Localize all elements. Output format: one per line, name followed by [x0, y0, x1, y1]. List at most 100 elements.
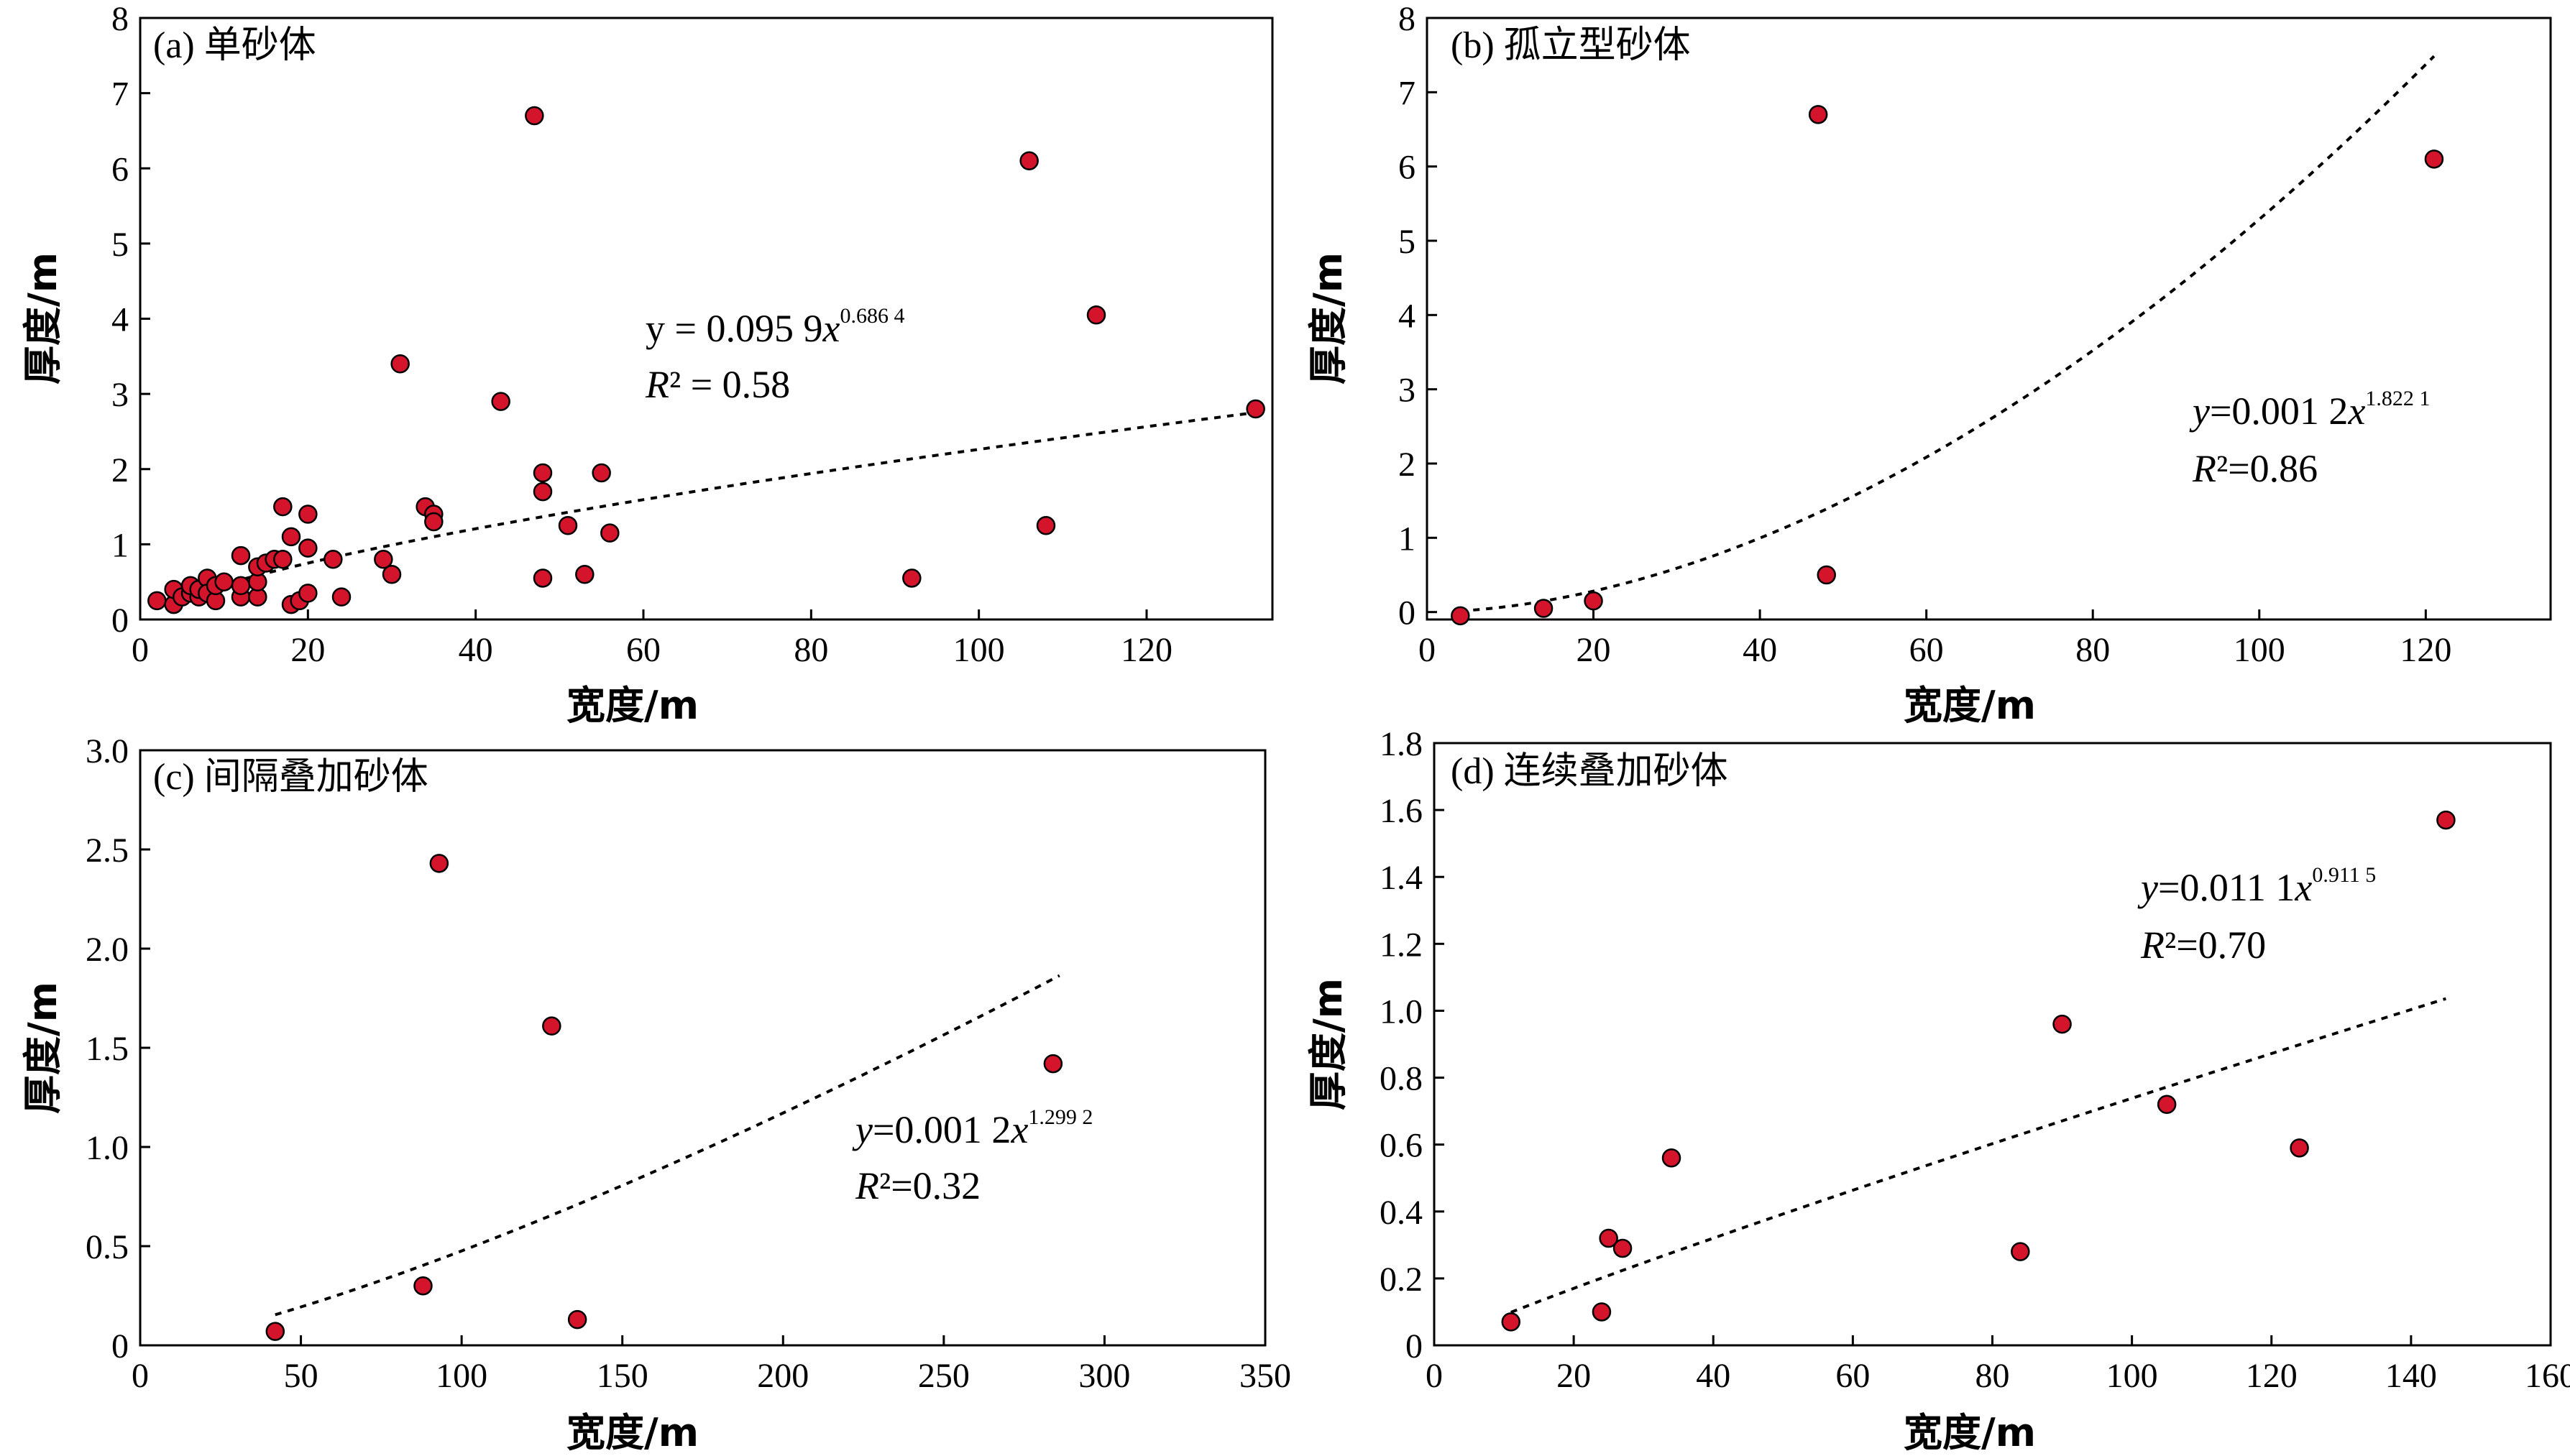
data-point: [542, 1016, 561, 1036]
data-point: [298, 584, 318, 603]
data-point: [298, 504, 318, 524]
plot-frame: [139, 749, 1267, 1347]
plot-frame: [1426, 17, 2552, 621]
y-tick-label: 1.0: [86, 1129, 129, 1167]
data-point: [1584, 591, 1603, 611]
y-tick-label: 2.5: [86, 831, 129, 870]
y-tick-label: 3: [1398, 372, 1415, 410]
y-tick-label: 5: [111, 226, 129, 264]
y-tick-label: 4: [111, 301, 129, 339]
fit-r-squared: R²=0.32: [855, 1164, 981, 1207]
y-axis-label: 厚度/m: [1305, 252, 1351, 384]
x-tick-label: 150: [597, 1357, 648, 1395]
data-point: [1246, 399, 1265, 419]
y-axis-label: 厚度/m: [20, 982, 65, 1114]
data-point: [1599, 1228, 1618, 1248]
x-tick-label: 100: [436, 1357, 487, 1395]
data-point: [374, 550, 393, 569]
x-tick-label: 200: [757, 1357, 809, 1395]
fit-r-squared: R²=0.86: [2192, 447, 2318, 490]
y-tick-label: 1.8: [1380, 725, 1423, 763]
data-point: [390, 354, 410, 374]
y-tick-label: 0.4: [1380, 1194, 1423, 1232]
x-tick-label: 50: [284, 1357, 318, 1395]
fit-curve: [1460, 55, 2436, 613]
x-tick-label: 80: [1975, 1357, 2010, 1395]
data-point: [2424, 149, 2444, 169]
data-point: [592, 463, 611, 483]
fit-equation: y=0.011 1x0.911 5: [2137, 863, 2376, 909]
y-tick-label: 0: [1405, 1327, 1423, 1365]
data-point: [1501, 1312, 1521, 1332]
x-tick-label: 0: [1426, 1357, 1443, 1395]
panel-title: (d) 连续叠加砂体: [1451, 751, 1728, 792]
data-point: [413, 1276, 433, 1296]
x-tick-label: 0: [132, 631, 149, 669]
x-tick-label: 100: [2234, 631, 2285, 669]
fit-equation: y = 0.095 9x0.686 4: [646, 304, 904, 350]
y-tick-label: 1.5: [86, 1030, 129, 1068]
data-point: [1808, 105, 1828, 124]
x-tick-label: 80: [2075, 631, 2110, 669]
data-point: [214, 572, 234, 591]
x-tick-label: 20: [1577, 631, 1611, 669]
x-tick-label: 20: [290, 631, 325, 669]
x-tick-label: 100: [953, 631, 1005, 669]
data-point: [273, 497, 293, 517]
data-point: [533, 463, 553, 483]
y-tick-label: 1: [1398, 520, 1415, 558]
y-tick-label: 2: [111, 451, 129, 489]
y-tick-label: 0.8: [1380, 1060, 1423, 1098]
data-point: [1086, 305, 1106, 325]
data-point: [1661, 1148, 1681, 1168]
x-tick-label: 120: [2246, 1357, 2298, 1395]
y-tick-label: 1.2: [1380, 926, 1423, 964]
y-tick-label: 1: [111, 526, 129, 564]
x-tick-label: 80: [794, 631, 828, 669]
data-point: [2436, 810, 2456, 830]
plot-frame: [1433, 742, 2552, 1347]
x-tick-label: 0: [1418, 631, 1436, 669]
data-point: [902, 568, 922, 588]
data-point: [567, 1309, 587, 1330]
y-tick-label: 5: [1398, 223, 1415, 261]
x-tick-label: 160: [2525, 1357, 2570, 1395]
panel-d: 0 20 40 60 80 100 120 140 160 0 0.2 0.4 0.6 0.8 1.0 1.2…: [1305, 725, 2570, 1455]
data-point: [331, 587, 352, 607]
data-point: [231, 545, 251, 566]
y-tick-label: 1.4: [1380, 859, 1423, 897]
data-point: [525, 106, 544, 126]
panel-title: (b) 孤立型砂体: [1451, 25, 1691, 66]
x-tick-label: 60: [1909, 631, 1944, 669]
x-tick-label: 250: [918, 1357, 970, 1395]
data-point: [281, 527, 301, 547]
fit-curve: [1510, 997, 2446, 1314]
x-tick-label: 40: [1743, 631, 1777, 669]
data-point: [1612, 1238, 1633, 1258]
y-tick-label: 1.0: [1380, 992, 1423, 1031]
y-tick-label: 6: [1398, 149, 1415, 187]
x-tick-label: 350: [1239, 1357, 1291, 1395]
data-point: [2052, 1014, 2072, 1034]
y-tick-label: 0.5: [86, 1228, 129, 1266]
data-point: [533, 568, 553, 588]
data-point: [600, 523, 620, 543]
data-point: [1817, 565, 1836, 585]
x-tick-label: 140: [2385, 1357, 2437, 1395]
data-point: [265, 1322, 285, 1341]
data-point: [1036, 515, 1056, 535]
y-tick-label: 2: [1398, 446, 1415, 484]
y-tick-label: 8: [1398, 0, 1415, 38]
data-point: [231, 576, 251, 596]
y-tick-label: 4: [1398, 297, 1415, 335]
x-tick-label: 300: [1078, 1357, 1130, 1395]
data-point: [1592, 1302, 1612, 1322]
y-tick-label: 3.0: [86, 732, 129, 770]
x-axis-label: 宽度/m: [1904, 683, 2036, 728]
x-tick-label: 40: [459, 631, 493, 669]
x-tick-label: 40: [1696, 1357, 1730, 1395]
fit-curve: [206, 411, 1256, 591]
x-axis-label: 宽度/m: [566, 1410, 699, 1455]
